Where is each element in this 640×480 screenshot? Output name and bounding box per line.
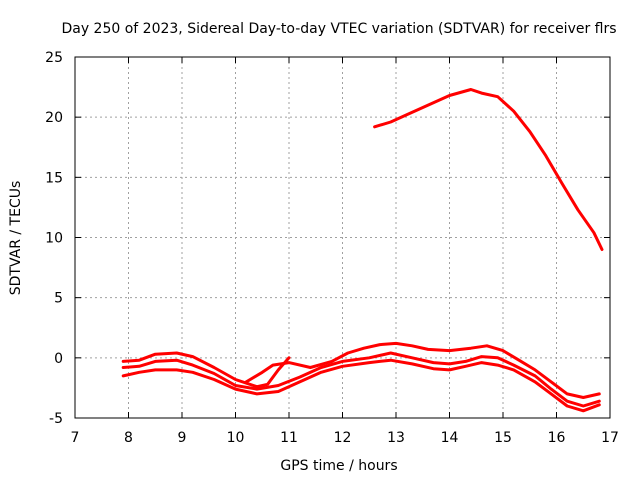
series-line-band-3 — [121, 358, 601, 413]
x-tick-label: 17 — [601, 430, 619, 446]
y-axis-label: SDTVAR / TECUs — [8, 181, 24, 296]
series-line-band-4 — [244, 341, 601, 399]
x-tick-label: 11 — [280, 430, 298, 446]
y-tick-label: -5 — [49, 411, 63, 427]
x-tick-label: 14 — [441, 430, 459, 446]
x-tick-label: 10 — [227, 430, 245, 446]
x-tick-label: 9 — [178, 430, 187, 446]
x-tick-label: 15 — [494, 430, 512, 446]
x-tick-labels: 7 8 9 10 11 12 13 14 15 16 17 — [71, 430, 619, 446]
y-tick-label: 0 — [54, 351, 63, 367]
y-tick-label: 20 — [45, 110, 63, 126]
x-tick-label: 16 — [548, 430, 566, 446]
x-tick-label: 13 — [387, 430, 405, 446]
x-tick-label: 7 — [71, 430, 80, 446]
y-tick-label: 10 — [45, 231, 63, 247]
series-line-band-2 — [121, 351, 601, 408]
series-line-band-1 — [121, 351, 291, 389]
x-tick-label: 12 — [334, 430, 352, 446]
y-tick-label: 25 — [45, 50, 63, 66]
y-tick-label: 15 — [45, 170, 63, 186]
axis-ticks — [74, 56, 611, 419]
data-series — [121, 88, 604, 413]
y-tick-label: 5 — [54, 291, 63, 307]
y-tick-labels: -5 0 5 10 15 20 25 — [45, 50, 63, 427]
x-tick-label: 8 — [124, 430, 133, 446]
series-line-high-arc — [373, 88, 604, 251]
grid-lines — [75, 57, 610, 418]
chart-title: Day 250 of 2023, Sidereal Day-to-day VTE… — [61, 21, 616, 37]
x-axis-label: GPS time / hours — [280, 458, 397, 474]
